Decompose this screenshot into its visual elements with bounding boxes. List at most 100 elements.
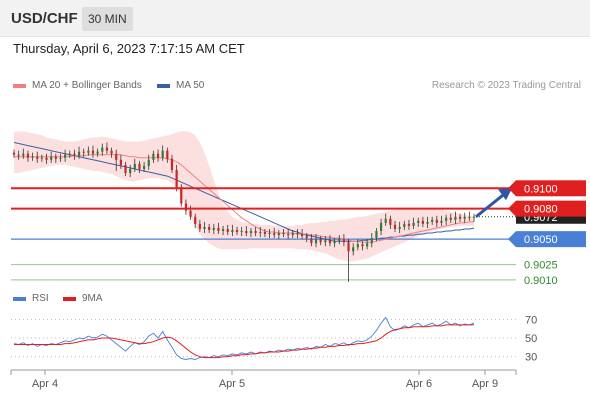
candle-body [26,153,30,158]
candle [319,236,322,246]
level-tag-0.9050 [516,231,586,248]
candle [245,225,248,237]
legend-rsi: RSI [13,293,49,304]
level-label-0.9025: 0.9025 [524,260,558,272]
candle [328,235,332,247]
level-tag-pointer-0.9080 [508,200,516,217]
candle-body [375,231,378,239]
candle-body [73,153,76,156]
candle [310,234,313,247]
candle [124,161,127,177]
candle [231,224,234,237]
level-tag-0.9080 [516,200,586,217]
candle-body [161,150,164,158]
candle [347,239,350,282]
level-tag-pointer-0.9050 [508,231,516,248]
candle [268,228,271,239]
candle [417,217,420,227]
candle [170,154,174,174]
candle-body [421,220,424,224]
candle-body [143,165,146,169]
rsi-swatch [13,296,26,301]
candle [263,228,267,238]
timeframe-button[interactable]: 30 MIN [82,7,133,31]
rsi-tick-30: 30 [525,352,537,364]
candle-body [115,153,118,160]
candle-body [105,147,109,151]
candle-body [87,150,90,153]
candle [166,147,169,163]
candle-body [184,203,188,211]
candle-body [361,244,364,247]
candle [389,215,392,229]
candle-body [82,151,85,153]
candle-body [314,239,318,244]
candle [64,149,67,162]
candle [212,223,215,235]
candle [198,219,201,233]
candle [175,164,178,192]
candle-body [54,156,57,159]
candle [431,216,434,225]
candle-body [319,239,322,243]
candle-body [194,216,197,224]
candle-body [263,232,267,235]
candle [77,146,81,159]
candle [287,228,290,240]
candle-body [393,224,397,229]
candle [68,150,71,158]
level-label-0.9050: 0.9050 [524,234,558,246]
candle [161,145,164,161]
legend-ma20: MA 20 + Bollinger Bands [13,80,142,91]
candle-body [277,233,280,236]
ma20-line [14,154,474,243]
candle [217,222,220,235]
candle-body [203,226,206,229]
candle [152,150,155,163]
candle [412,217,415,229]
candle-body [338,239,341,242]
copyright: Research © 2023 Trading Central [431,80,581,91]
candle [449,213,452,223]
candle-body [454,216,457,220]
candle-body [310,238,313,244]
level-label-0.9100: 0.9100 [524,183,558,195]
candle-body [124,164,127,174]
candle-body [59,157,62,159]
candle [45,153,48,164]
9ma-line [14,324,474,359]
candle [17,150,20,160]
candle [156,149,160,162]
candle-body [370,238,373,244]
candle [22,148,25,159]
ma50-swatch [157,83,170,88]
level-label-0.9010: 0.9010 [524,275,558,287]
candle [305,233,308,243]
candle [40,154,43,162]
candle-body [170,158,174,170]
9ma-swatch [63,296,76,301]
legend-9ma: 9MA [63,293,103,304]
candle-body [147,159,150,166]
candle-body [189,210,192,217]
datetime-label: Thursday, April 6, 2023 7:17:15 AM CET [13,41,245,56]
candle [468,211,471,221]
candle [338,235,341,245]
candle [398,221,401,234]
candle [133,158,136,173]
candle-body [282,233,285,235]
candle-body [180,187,183,204]
candle-body [152,153,155,160]
candle [440,215,443,226]
legend-9ma-label: 9MA [82,293,103,304]
candle [370,233,373,248]
level-label-0.9080: 0.9080 [524,204,558,216]
candle [384,213,387,226]
candle-body [40,157,43,159]
candle-body [347,242,350,252]
candle [296,228,299,239]
candle [50,151,53,163]
candle-body [240,231,243,233]
candle [426,216,429,228]
